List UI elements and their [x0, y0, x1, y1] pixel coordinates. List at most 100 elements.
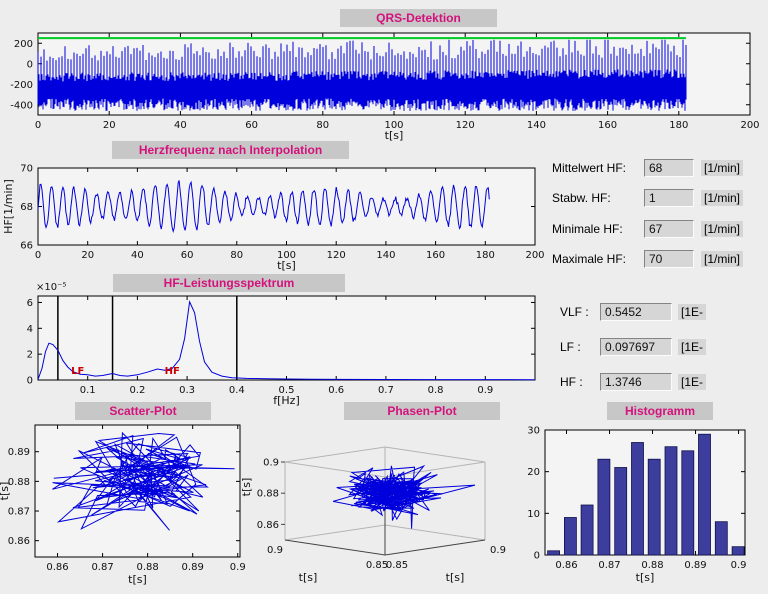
svg-text:200: 200	[740, 120, 759, 131]
svg-text:60: 60	[245, 120, 258, 131]
qrs-detection-plot: 0 20 40 60 80 100 120 140 160 180 200 200 0 -200 -400 t…	[10, 32, 760, 142]
svg-text:0.86: 0.86	[257, 520, 279, 531]
field-label-mittelwert-hf: Mittelwert HF:	[552, 161, 627, 175]
svg-text:0.86: 0.86	[8, 536, 30, 547]
svg-text:t[s]: t[s]	[299, 571, 318, 584]
svg-text:2: 2	[27, 350, 33, 361]
svg-text:0.85: 0.85	[366, 560, 388, 571]
field-unit-maximale-hf: [1/min]	[701, 251, 744, 267]
svg-text:120: 120	[327, 250, 346, 261]
svg-text:f[Hz]: f[Hz]	[273, 394, 300, 407]
svg-text:160: 160	[426, 250, 445, 261]
svg-text:0.3: 0.3	[179, 385, 195, 396]
svg-text:0.9: 0.9	[230, 562, 246, 573]
phase-plot-3d: 0.9 0.88 0.86 0.85 0.9 0.85 0.9 t[s] t[s] t[s]	[240, 446, 506, 584]
hf-power-spectrum-plot: 0.1 0.2 0.3 0.4 0.5 0.6 0.7 0.8 0.9 0 2 4 6 f[Hz] ×10⁻…	[27, 282, 536, 407]
plot-title-histogram: Histogramm	[607, 402, 713, 420]
svg-text:0.88: 0.88	[641, 560, 663, 571]
svg-text:0.5: 0.5	[279, 385, 295, 396]
svg-text:120: 120	[456, 120, 475, 131]
histogram-plot: 0.86 0.87 0.88 0.89 0.9 0 10 20 30 t[s]	[527, 426, 746, 585]
svg-text:0.9: 0.9	[267, 545, 283, 556]
heart-rate-interpolation-plot: 0 20 40 60 80 100 120 140 160 180 200 66 68 70 t[s] HF[…	[2, 164, 545, 273]
svg-text:0.2: 0.2	[129, 385, 145, 396]
svg-text:0: 0	[35, 250, 41, 261]
field-unit-mittelwert-hf: [1/min]	[701, 160, 744, 176]
svg-text:140: 140	[376, 250, 395, 261]
svg-text:-200: -200	[10, 80, 33, 91]
svg-text:t[s]: t[s]	[240, 478, 253, 497]
field-value-mittelwert-hf[interactable]: 68	[644, 159, 694, 177]
field-hf: HF : 1.3746 [1E-	[560, 373, 707, 391]
field-vlf: VLF : 0.5452 [1E-	[560, 303, 707, 321]
field-value-stabw-hf[interactable]: 1	[644, 189, 694, 207]
svg-text:200: 200	[525, 250, 544, 261]
svg-text:0.85: 0.85	[386, 560, 408, 571]
svg-text:100: 100	[277, 250, 296, 261]
svg-text:180: 180	[476, 250, 495, 261]
svg-text:80: 80	[230, 250, 243, 261]
field-value-vlf[interactable]: 0.5452	[600, 303, 672, 321]
svg-text:t[s]: t[s]	[277, 259, 296, 272]
field-value-lf[interactable]: 0.097697	[600, 338, 672, 356]
field-value-minimale-hf[interactable]: 67	[644, 220, 694, 238]
svg-text:0.88: 0.88	[137, 562, 159, 573]
svg-text:t[s]: t[s]	[446, 571, 465, 584]
svg-text:0.9: 0.9	[263, 458, 279, 469]
svg-text:HF: HF	[165, 366, 180, 377]
svg-text:0.8: 0.8	[428, 385, 444, 396]
plot-title-spectrum: HF-Leistungsspektrum	[113, 274, 345, 292]
svg-text:0.88: 0.88	[8, 477, 30, 488]
svg-text:10: 10	[527, 509, 540, 520]
svg-text:0.86: 0.86	[555, 560, 577, 571]
svg-text:0.87: 0.87	[91, 562, 113, 573]
svg-text:66: 66	[20, 241, 33, 252]
svg-text:-400: -400	[10, 100, 33, 111]
field-label-hf: HF :	[560, 375, 583, 389]
plot-title-phase: Phasen-Plot	[344, 402, 500, 420]
field-maximale-hf: Maximale HF: 70 [1/min]	[552, 250, 744, 268]
svg-text:0.7: 0.7	[378, 385, 394, 396]
field-unit-vlf: [1E-	[678, 304, 707, 320]
svg-text:20: 20	[527, 467, 540, 478]
svg-text:68: 68	[20, 202, 33, 213]
field-unit-minimale-hf: [1/min]	[701, 221, 744, 237]
svg-text:0.86: 0.86	[46, 562, 68, 573]
field-value-maximale-hf[interactable]: 70	[644, 250, 694, 268]
plot-title-heart-rate: Herzfrequenz nach Interpolation	[112, 141, 349, 159]
field-label-vlf: VLF :	[560, 305, 589, 319]
svg-text:t[s]: t[s]	[0, 482, 11, 501]
svg-text:6: 6	[27, 298, 33, 309]
field-value-hf[interactable]: 1.3746	[600, 373, 672, 391]
svg-text:×10⁻⁵: ×10⁻⁵	[36, 282, 66, 293]
svg-text:100: 100	[384, 120, 403, 131]
field-label-maximale-hf: Maximale HF:	[552, 252, 627, 266]
svg-text:140: 140	[527, 120, 546, 131]
field-stabw-hf: Stabw. HF: 1 [1/min]	[552, 189, 744, 207]
svg-text:0.1: 0.1	[80, 385, 96, 396]
svg-text:0.4: 0.4	[229, 385, 245, 396]
svg-text:0.9: 0.9	[490, 545, 506, 556]
svg-text:t[s]: t[s]	[636, 571, 655, 584]
svg-text:0.6: 0.6	[328, 385, 344, 396]
svg-text:80: 80	[316, 120, 329, 131]
scatter-plot: 0.86 0.87 0.88 0.89 0.9 0.86 0.87 0.88 0.89 t[s] t…	[0, 424, 246, 586]
svg-text:0.89: 0.89	[8, 447, 30, 458]
svg-text:40: 40	[131, 250, 144, 261]
svg-text:0.89: 0.89	[684, 560, 706, 571]
field-label-stabw-hf: Stabw. HF:	[552, 191, 611, 205]
svg-text:0: 0	[27, 376, 33, 387]
svg-text:0.88: 0.88	[257, 489, 279, 500]
svg-text:0.9: 0.9	[731, 560, 747, 571]
svg-text:160: 160	[598, 120, 617, 131]
field-unit-lf: [1E-	[678, 339, 707, 355]
field-unit-hf: [1E-	[678, 374, 707, 390]
svg-text:LF: LF	[71, 366, 84, 377]
svg-text:0: 0	[534, 551, 540, 562]
field-unit-stabw-hf: [1/min]	[701, 190, 744, 206]
svg-text:0.87: 0.87	[598, 560, 620, 571]
svg-text:40: 40	[174, 120, 187, 131]
svg-text:0: 0	[27, 59, 33, 70]
